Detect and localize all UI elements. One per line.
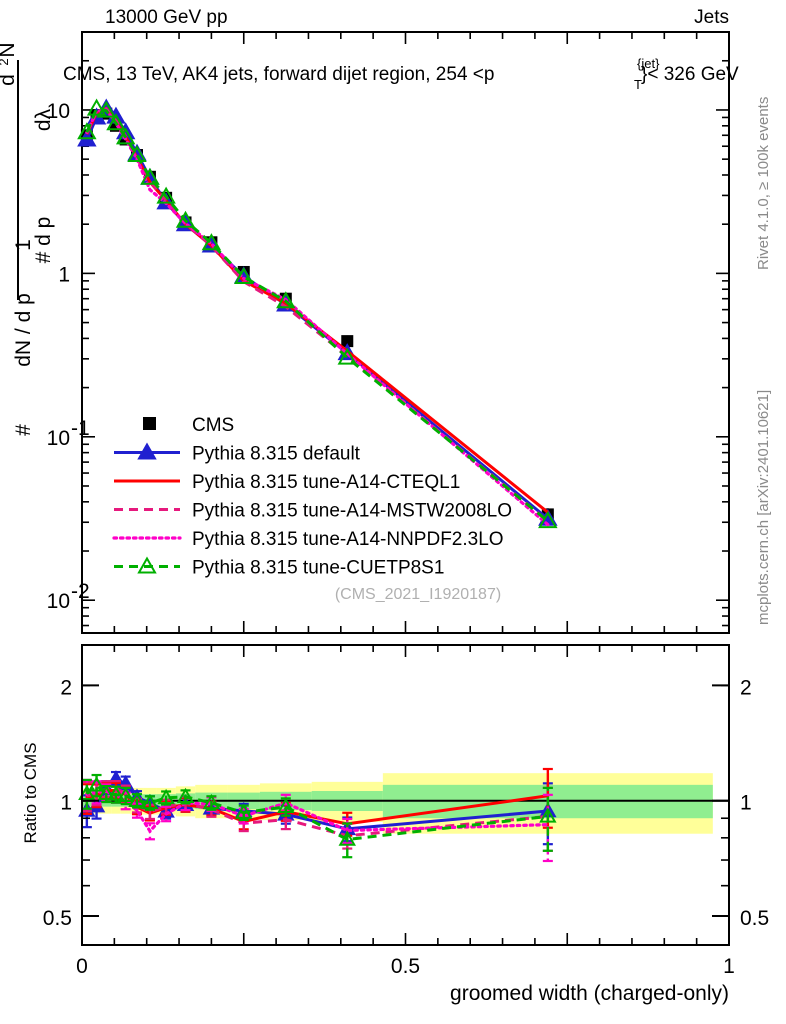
series-marker-5: [127, 145, 147, 163]
ratio-series-marker-4: [338, 830, 356, 846]
ratio-series-marker-4: [141, 793, 159, 810]
x-tick-label: 1: [723, 955, 735, 978]
series-marker-5: [337, 347, 357, 365]
ratio-series-marker-4: [176, 787, 195, 804]
ratio-series-marker-4: [116, 786, 135, 803]
series-marker-5: [276, 291, 296, 309]
series-line-5: [85, 106, 549, 523]
ratio-y-tick-label-right: 1: [740, 792, 752, 815]
y-axis-label: dN / d p # 1 # d p dλ d 2 N: [0, 42, 55, 435]
series-marker-5: [115, 127, 136, 145]
ratio-series-marker-4: [539, 807, 557, 823]
y-tick-label: 10: [47, 590, 70, 613]
ratio-axis-label: Ratio to CMS: [21, 742, 40, 843]
legend-label-1: Pythia 8.315 default: [192, 444, 361, 465]
series-marker-5: [106, 113, 126, 131]
y-tick-label: 10: [47, 100, 70, 123]
rivet-version-label: Rivet 4.1.0, ≥ 100k events: [755, 97, 772, 270]
legend-label-5: Pythia 8.315 tune-CUETP8S1: [192, 558, 444, 579]
x-axis-label: groomed width (charged-only): [450, 982, 729, 1005]
series-marker-5: [234, 267, 254, 285]
legend-item-0[interactable]: CMS: [143, 415, 234, 436]
y-tick-label-exponent: -2: [71, 580, 90, 603]
series-marker-5: [96, 100, 116, 118]
ratio-y-tick-label-right: 0.5: [740, 907, 769, 930]
category-label: Jets: [694, 7, 729, 28]
analysis-id-watermark: (CMS_2021_I1920187): [335, 586, 501, 603]
legend-label-0: CMS: [192, 415, 234, 436]
legend-item-3[interactable]: Pythia 8.315 tune-A14-MSTW2008LO: [114, 501, 512, 522]
legend-label-4: Pythia 8.315 tune-A14-NNPDF2.3LO: [192, 529, 504, 550]
ratio-y-tick-label-right: 2: [740, 676, 752, 699]
y-axis-label-exponent: 2: [0, 58, 11, 65]
ratio-series-marker-4: [128, 791, 146, 807]
ratio-series-line-4: [85, 783, 549, 842]
ratio-series-marker-4: [277, 797, 295, 814]
ratio-panel: 2 2 1 1 0.5 0.5 0 0.5 1: [43, 644, 769, 978]
series-marker-5: [201, 233, 222, 251]
y-tick-label: 1: [58, 263, 70, 286]
x-tick-label: 0.5: [391, 955, 420, 978]
plot-title: CMS, 13 TeV, AK4 jets, forward dijet reg…: [63, 56, 739, 92]
y-axis-label-one: 1: [12, 239, 35, 251]
plot-title-tail: }< 326 GeV: [641, 64, 739, 85]
cms-data-marker: [341, 335, 354, 348]
series-marker-5: [538, 511, 558, 529]
mcplots-source-label: mcplots.cern.ch [arXiv:2401.10621]: [755, 390, 772, 625]
ratio-series-marker-4: [107, 785, 125, 801]
ratio-y-tick-label: 2: [60, 676, 72, 699]
plot-title-subscript: T: [634, 77, 642, 92]
legend-item-5[interactable]: Pythia 8.315 tune-CUETP8S1: [114, 556, 444, 579]
y-tick-label: 10: [47, 427, 70, 450]
legend-marker-square: [143, 417, 156, 430]
plot-title-superscript: {jet}: [637, 56, 660, 71]
ratio-series-marker-4: [157, 788, 175, 805]
ratio-series-line-3: [85, 790, 550, 834]
y-tick-label-exponent: -1: [71, 417, 90, 440]
y-axis-label-hash: #: [12, 424, 35, 436]
y-axis-label-denominator: dN / d p: [12, 293, 35, 367]
legend-marker-triangle-5: [137, 556, 157, 574]
ratio-series-marker-4: [235, 803, 253, 819]
legend-label-2: Pythia 8.315 tune-A14-CTEQL1: [192, 472, 460, 493]
legend-item-4[interactable]: Pythia 8.315 tune-A14-NNPDF2.3LO: [112, 529, 504, 550]
plot-title-main: CMS, 13 TeV, AK4 jets, forward dijet reg…: [63, 64, 494, 85]
y-axis-label-numerator-a: # d p: [32, 217, 55, 264]
series-marker-5: [86, 98, 107, 116]
legend-label-3: Pythia 8.315 tune-A14-MSTW2008LO: [192, 501, 512, 522]
y-axis-label-d2n: d: [0, 74, 19, 86]
series-marker-5: [77, 122, 97, 140]
x-tick-label: 0: [76, 955, 88, 978]
series-marker-5: [175, 210, 196, 228]
series-marker-5: [156, 186, 176, 204]
legend-item-2[interactable]: Pythia 8.315 tune-A14-CTEQL1: [114, 472, 460, 493]
ratio-y-tick-label: 1: [60, 792, 72, 815]
ratio-series-marker-4: [202, 793, 221, 810]
beam-label: 13000 GeV pp: [105, 7, 228, 28]
series-marker-5: [140, 167, 160, 185]
y-axis-label-numerator-b: dλ: [32, 108, 55, 131]
ratio-series-marker-4: [78, 784, 96, 800]
legend-item-1[interactable]: Pythia 8.315 default: [114, 442, 361, 465]
legend-marker-triangle-1: [137, 442, 157, 460]
y-axis-label-n: N: [0, 42, 19, 57]
ratio-series-marker-4: [97, 784, 115, 801]
ratio-series-marker-4: [87, 776, 106, 792]
ratio-y-tick-label: 0.5: [43, 907, 72, 930]
legend: CMS Pythia 8.315 default Pythia 8.315 tune…: [112, 415, 512, 579]
